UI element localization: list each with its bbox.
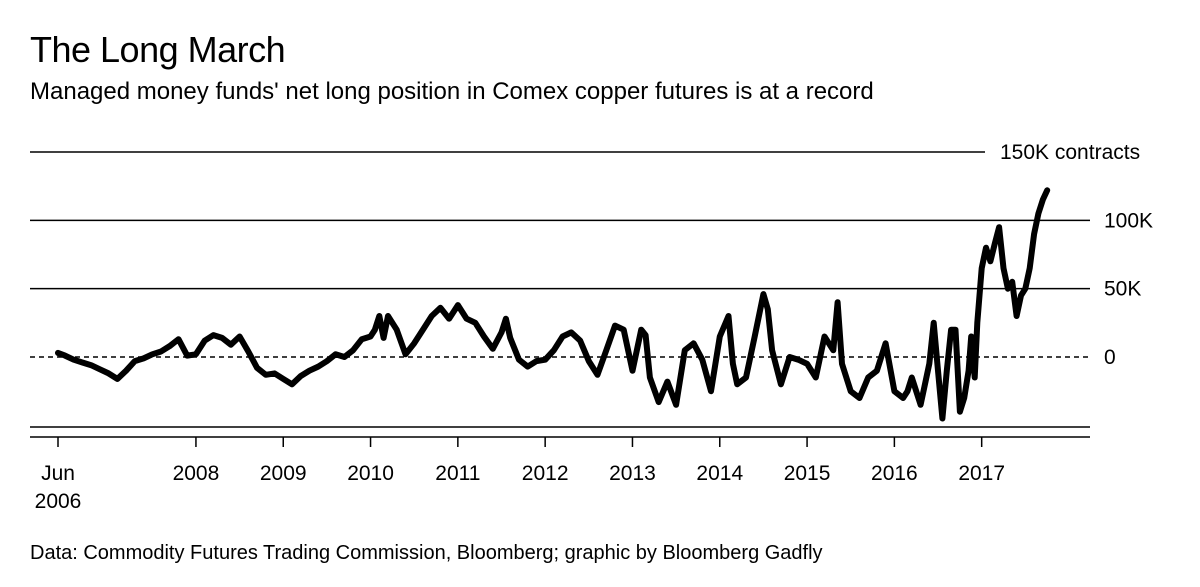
x-tick-label: 2009: [260, 462, 307, 485]
x-tick-label: 2017: [958, 462, 1005, 485]
x-axis-ticks: Jun 2006 2008 2009 2010 2011 2012 2013 2014 2015 2…: [35, 437, 1005, 513]
y-tick-label: 100K: [1104, 209, 1153, 232]
x-tick-label: 2008: [173, 462, 220, 485]
series-line: [55, 187, 1051, 422]
chart-subtitle: Managed money funds' net long position i…: [30, 78, 874, 105]
gridlines: [30, 151, 1090, 428]
y-tick-label: 0: [1104, 346, 1116, 369]
x-tick-label: 2016: [871, 462, 918, 485]
x-tick-label: 2014: [696, 462, 743, 485]
y-axis-labels: 150K contracts 100K 50K 0: [1000, 141, 1153, 369]
x-tick-label: 2013: [609, 462, 656, 485]
x-tick-label: 2011: [435, 462, 480, 485]
x-tick-label: 2012: [522, 462, 569, 485]
y-tick-label: 50K: [1104, 278, 1141, 301]
line-chart: 150K contracts 100K 50K 0 Jun 2006 2008 2009 20…: [30, 141, 1153, 513]
source-note: Data: Commodity Futures Trading Commissi…: [30, 542, 823, 564]
y-tick-label: 150K contracts: [1000, 141, 1140, 164]
x-tick-label: Jun: [41, 462, 75, 485]
x-tick-label: 2010: [347, 462, 394, 485]
chart-title: The Long March: [30, 29, 286, 70]
x-tick-label: 2015: [784, 462, 831, 485]
x-tick-label-year: 2006: [35, 490, 82, 513]
